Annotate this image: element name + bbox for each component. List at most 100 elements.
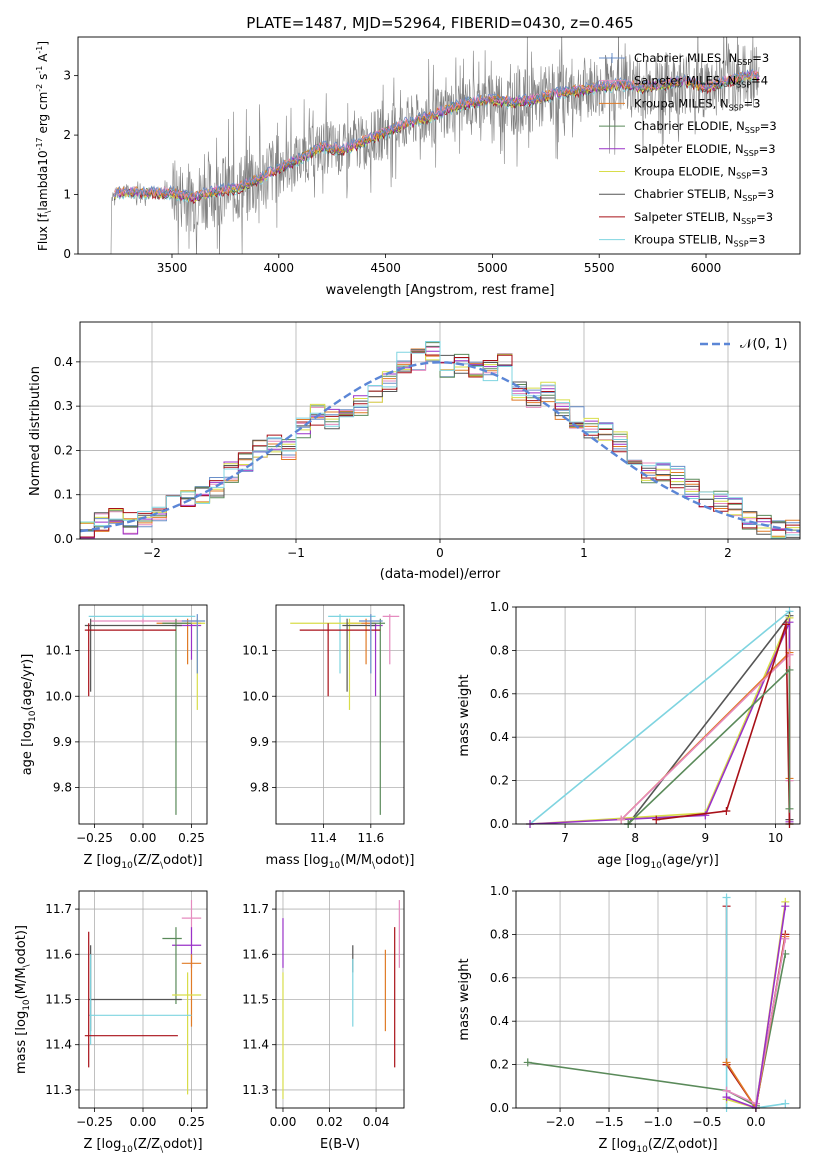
x-tick-label: 0.04 — [363, 1115, 390, 1129]
mass-vs-extinction-panel: 0.00 0.02 0.04 11.3 11.4 11.5 11.6 11.7 E(B-V) — [242, 890, 405, 1152]
y-tick-label: 10.0 — [45, 689, 72, 703]
x-tick-label: 0.00 — [270, 1115, 297, 1129]
legend-label: Kroupa ELODIE, NSSP=3 — [634, 165, 768, 181]
x-tick-label: 0.02 — [316, 1115, 343, 1129]
x-axis-label: mass [log10​(M/M\​odot)] — [266, 853, 415, 871]
legend-label: Chabrier MILES, NSSP=3 — [634, 51, 769, 67]
y-tick-label: 1.0 — [490, 884, 509, 898]
series-line-6 — [656, 624, 791, 825]
legend-label: Kroupa STELIB, NSSP=3 — [634, 233, 765, 249]
x-axis-label: Z [log10​(Z/Z\​odot)] — [83, 853, 202, 871]
legend-label: Kroupa MILES, NSSP=3 — [634, 96, 760, 112]
mass-vs-metallicity-panel: −0.25 0.00 0.25 11.3 11.4 11.5 11.6 11.7 Z [log1… — [14, 890, 208, 1155]
axes-frame — [275, 604, 405, 825]
x-tick-label: 7 — [561, 831, 569, 845]
y-tick-label: 11.6 — [242, 947, 269, 961]
x-tick-label: −1.0 — [643, 1115, 672, 1129]
y-tick-label: 0.6 — [490, 687, 509, 701]
x-tick-label: 5500 — [584, 261, 615, 275]
y-tick-label: 9.9 — [250, 735, 269, 749]
series-line-0 — [527, 953, 787, 1108]
y-tick-label: 10.1 — [45, 644, 72, 658]
series-marker — [722, 893, 731, 902]
y-tick-label: 0.6 — [490, 971, 509, 985]
y-axis-label: mass weight — [457, 958, 472, 1040]
x-tick-label: 0.25 — [178, 1115, 205, 1129]
x-tick-label: 0.00 — [130, 831, 157, 845]
chart-title: PLATE=1487, MJD=52964, FIBERID=0430, z=0… — [246, 14, 633, 32]
y-tick-label: 9.9 — [53, 735, 72, 749]
y-tick-label: 1.0 — [490, 600, 509, 614]
axes-frame — [515, 606, 801, 825]
series-marker — [781, 1099, 790, 1108]
x-tick-label: 3500 — [157, 261, 188, 275]
y-tick-label: 10.0 — [242, 689, 269, 703]
legend-label: Chabrier ELODIE, NSSP=3 — [634, 119, 777, 135]
y-tick-label: 11.3 — [242, 1083, 269, 1097]
y-tick-label: 0.4 — [54, 355, 73, 369]
legend-label: Salpeter STELIB, NSSP=3 — [634, 210, 773, 226]
x-tick-label: 11.4 — [310, 831, 337, 845]
observed-spectrum — [110, 37, 760, 254]
series-marker — [617, 815, 626, 824]
x-tick-label: 5000 — [477, 261, 508, 275]
x-tick-label: −0.5 — [692, 1115, 721, 1129]
series-marker — [523, 1058, 532, 1067]
model-spectrum-8 — [114, 68, 760, 198]
y-axis-label: mass [log10​(M/M\​odot)] — [14, 925, 32, 1074]
x-tick-label: 0.25 — [178, 831, 205, 845]
y-tick-label: 11.7 — [242, 902, 269, 916]
series-line-1 — [627, 613, 791, 825]
y-tick-label: 0.2 — [490, 774, 509, 788]
x-tick-label: −0.25 — [76, 831, 113, 845]
y-tick-label: 0.2 — [54, 443, 73, 457]
x-tick-label: −1.5 — [594, 1115, 623, 1129]
y-tick-label: 9.8 — [53, 781, 72, 795]
legend-label: Chabrier STELIB, NSSP=3 — [634, 187, 774, 203]
y-tick-label: 0.4 — [490, 730, 509, 744]
y-axis-label: Flux [f\​lambda10-17​ erg cm-2​ s-1​ A-1… — [35, 41, 52, 251]
series-line-0 — [529, 609, 791, 825]
y-axis-label: age [log10​(age/yr)] — [20, 654, 38, 776]
series-marker — [781, 902, 790, 911]
y-tick-label: 0.0 — [54, 532, 73, 546]
x-tick-label: 0 — [436, 546, 444, 560]
series-marker — [785, 804, 794, 813]
x-axis-label: Z [log10​(Z/Z\​odot)] — [598, 1137, 717, 1155]
y-tick-label: 0 — [63, 247, 71, 261]
y-tick-label: 11.3 — [45, 1083, 72, 1097]
mass-weight-vs-metallicity-panel: −2.0 −1.5 −1.0 −0.5 0.0 0.0 0.2 0.4 0.6 0.8 1.0 Z [… — [457, 884, 801, 1155]
series-marker — [701, 811, 710, 820]
y-tick-label: 0.4 — [490, 1014, 509, 1028]
y-tick-label: 11.4 — [45, 1038, 72, 1052]
y-tick-label: 10.1 — [242, 644, 269, 658]
spectrum-panel: PLATE=1487, MJD=52964, FIBERID=0430, z=0… — [35, 14, 801, 298]
series-marker — [722, 1093, 731, 1102]
legend-label: 𝒩(0, 1) — [740, 337, 787, 352]
x-axis-label: wavelength [Angstrom, rest frame] — [326, 283, 555, 298]
series-marker — [785, 665, 794, 674]
y-axis-label: mass weight — [457, 674, 472, 756]
x-tick-label: 9 — [702, 831, 710, 845]
model-spectrum-7 — [113, 69, 760, 200]
series-marker — [652, 815, 661, 824]
x-axis-label: age [log10​(age/yr)] — [597, 853, 719, 871]
y-tick-label: 3 — [63, 69, 71, 83]
x-tick-label: 11.6 — [357, 831, 384, 845]
x-tick-label: 10 — [768, 831, 783, 845]
y-tick-label: 11.4 — [242, 1038, 269, 1052]
y-tick-label: 11.5 — [45, 993, 72, 1007]
age-vs-mass-panel: 11.4 11.6 9.8 9.9 10.0 10.1 mass [log10​(M/M\​… — [242, 604, 415, 871]
x-tick-label: 2 — [724, 546, 732, 560]
y-tick-label: 11.7 — [45, 902, 72, 916]
series-marker — [722, 1058, 731, 1067]
histogram-step-8 — [80, 341, 800, 539]
x-tick-label: 4000 — [264, 261, 295, 275]
y-axis-label: Normed distribution — [28, 366, 43, 496]
x-tick-label: 8 — [631, 831, 639, 845]
x-axis-label: Z [log10​(Z/Z\​odot)] — [83, 1137, 202, 1155]
x-tick-label: −2 — [143, 546, 161, 560]
y-tick-label: 0.1 — [54, 488, 73, 502]
series-marker — [781, 934, 790, 943]
